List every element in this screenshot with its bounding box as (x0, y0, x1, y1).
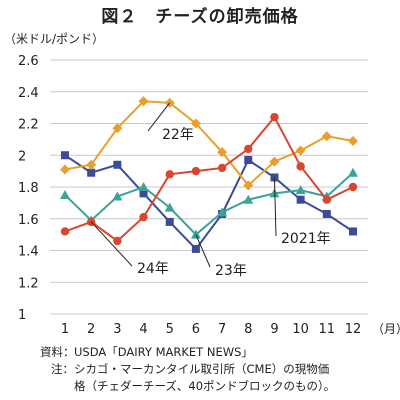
data-point (217, 163, 227, 173)
data-point (243, 194, 254, 204)
y-tick-label: 1 (18, 308, 26, 323)
leader-line (195, 234, 211, 268)
series-label: 23年 (215, 263, 247, 279)
note-line-1: シカゴ・マーカンタイル取引所（CME）の現物価 (74, 362, 330, 376)
y-tick-label: 1.6 (18, 213, 39, 228)
data-point (87, 168, 96, 177)
series-label: 22年 (162, 127, 194, 143)
data-point (191, 244, 200, 253)
data-point (322, 209, 331, 218)
y-tick-label: 1.2 (18, 276, 39, 291)
series-label: 24年 (137, 261, 169, 277)
data-point (244, 144, 253, 154)
data-point (86, 159, 97, 170)
leader-line (90, 221, 133, 267)
series-line (64, 154, 354, 251)
x-tick-label: 12 (345, 322, 362, 337)
data-point (138, 96, 149, 107)
y-tick-label: 1.8 (18, 181, 39, 196)
data-point (113, 160, 122, 169)
y-axis-unit: （米ドル/ポンド） (4, 32, 105, 46)
x-tick-label: 4 (139, 322, 147, 337)
y-tick-label: 2.2 (18, 118, 39, 133)
series-1 (60, 96, 358, 191)
data-point (191, 166, 201, 176)
data-point (165, 170, 174, 179)
series-3 (60, 112, 358, 246)
data-point (348, 167, 358, 177)
data-point (243, 180, 254, 191)
data-point (60, 189, 70, 199)
data-point (217, 147, 228, 158)
series-2 (60, 167, 358, 239)
x-tick-label: 11 (319, 322, 336, 337)
data-point (139, 212, 148, 222)
data-point (321, 131, 332, 142)
series-line (64, 115, 354, 243)
chart-notes: 資料： USDA「DAIRY MARKET NEWS」 注： シカゴ・マーカンタ… (40, 344, 335, 395)
data-point (348, 135, 358, 146)
series-lines (60, 96, 358, 253)
x-tick-label: 5 (166, 322, 174, 337)
grid-lines (50, 59, 368, 315)
data-point (322, 195, 332, 204)
source-text: USDA「DAIRY MARKET NEWS」 (74, 345, 253, 359)
series-labels: 22年 2021年 24年 23年 (90, 102, 331, 279)
x-tick-label: 7 (218, 322, 226, 337)
x-tick-label: 2 (87, 322, 95, 337)
x-tick-label: 1 (61, 322, 69, 337)
x-axis-unit: （月） (372, 322, 400, 336)
y-tick-labels: 1 1.2 1.4 1.6 1.8 2 2.2 2.4 2.6 (18, 54, 39, 323)
data-point (112, 191, 123, 201)
source-label: 資料： (40, 345, 75, 359)
data-point (164, 202, 175, 212)
data-point (60, 227, 70, 236)
data-point (270, 112, 279, 122)
leader-line (147, 102, 171, 132)
data-point (112, 123, 123, 134)
x-tick-label: 6 (192, 322, 200, 337)
leader-line (273, 177, 277, 237)
x-tick-label: 10 (292, 322, 309, 337)
data-point (138, 182, 149, 191)
note-label: 注： (51, 362, 74, 376)
data-point (60, 164, 70, 175)
data-point (61, 151, 69, 160)
y-tick-label: 1.4 (18, 245, 39, 260)
data-point (139, 189, 148, 198)
data-point (348, 182, 358, 192)
chart-title: 図２ チーズの卸売価格 (101, 7, 299, 27)
data-point (295, 145, 306, 156)
y-tick-label: 2.4 (18, 86, 39, 101)
y-tick-label: 2.6 (18, 54, 39, 69)
data-point (244, 156, 253, 165)
data-point (296, 195, 305, 204)
x-tick-label: 3 (113, 322, 121, 337)
note-line-2: 格（チェダーチーズ、40ポンドブロックのもの）。 (74, 379, 336, 393)
series-line (64, 100, 354, 187)
data-point (113, 236, 122, 246)
series-label: 2021年 (281, 231, 331, 247)
data-point (269, 156, 280, 167)
data-point (349, 227, 357, 236)
data-point (217, 207, 228, 217)
x-tick-label: 8 (244, 322, 252, 337)
y-tick-label: 2 (18, 149, 26, 164)
data-point (295, 185, 306, 195)
data-point (165, 217, 174, 226)
data-point (296, 162, 305, 171)
x-tick-label: 9 (270, 322, 278, 337)
data-point (190, 229, 201, 239)
data-point (190, 118, 201, 129)
